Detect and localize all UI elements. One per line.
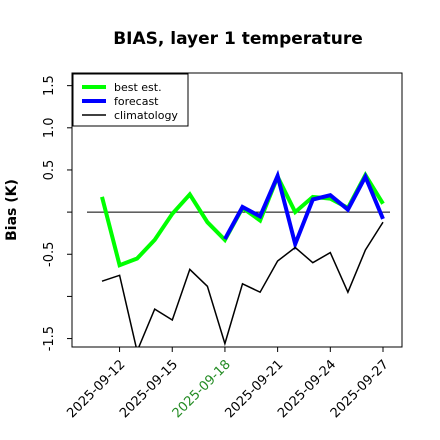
y-tick-label: 1.0 bbox=[42, 117, 57, 138]
y-tick-label: -0.5 bbox=[42, 242, 57, 267]
legend-label: climatology bbox=[114, 109, 178, 122]
legend-label: best est. bbox=[114, 81, 162, 94]
series-line-climatology bbox=[101, 221, 384, 347]
y-tick-label: -1.5 bbox=[42, 326, 57, 351]
legend-label: forecast bbox=[114, 95, 159, 108]
chart-title: BIAS, layer 1 temperature bbox=[113, 29, 363, 49]
y-tick-label: 0.5 bbox=[42, 160, 57, 181]
y-axis-label: Bias (K) bbox=[4, 179, 20, 241]
plot-frame bbox=[71, 72, 403, 348]
y-tick-label: 1.5 bbox=[42, 75, 57, 96]
series-line-best-est- bbox=[100, 170, 385, 268]
plot-area: -1.5-0.50.51.01.52025-09-122025-09-15202… bbox=[42, 72, 403, 421]
series-line-forecast bbox=[223, 169, 385, 251]
